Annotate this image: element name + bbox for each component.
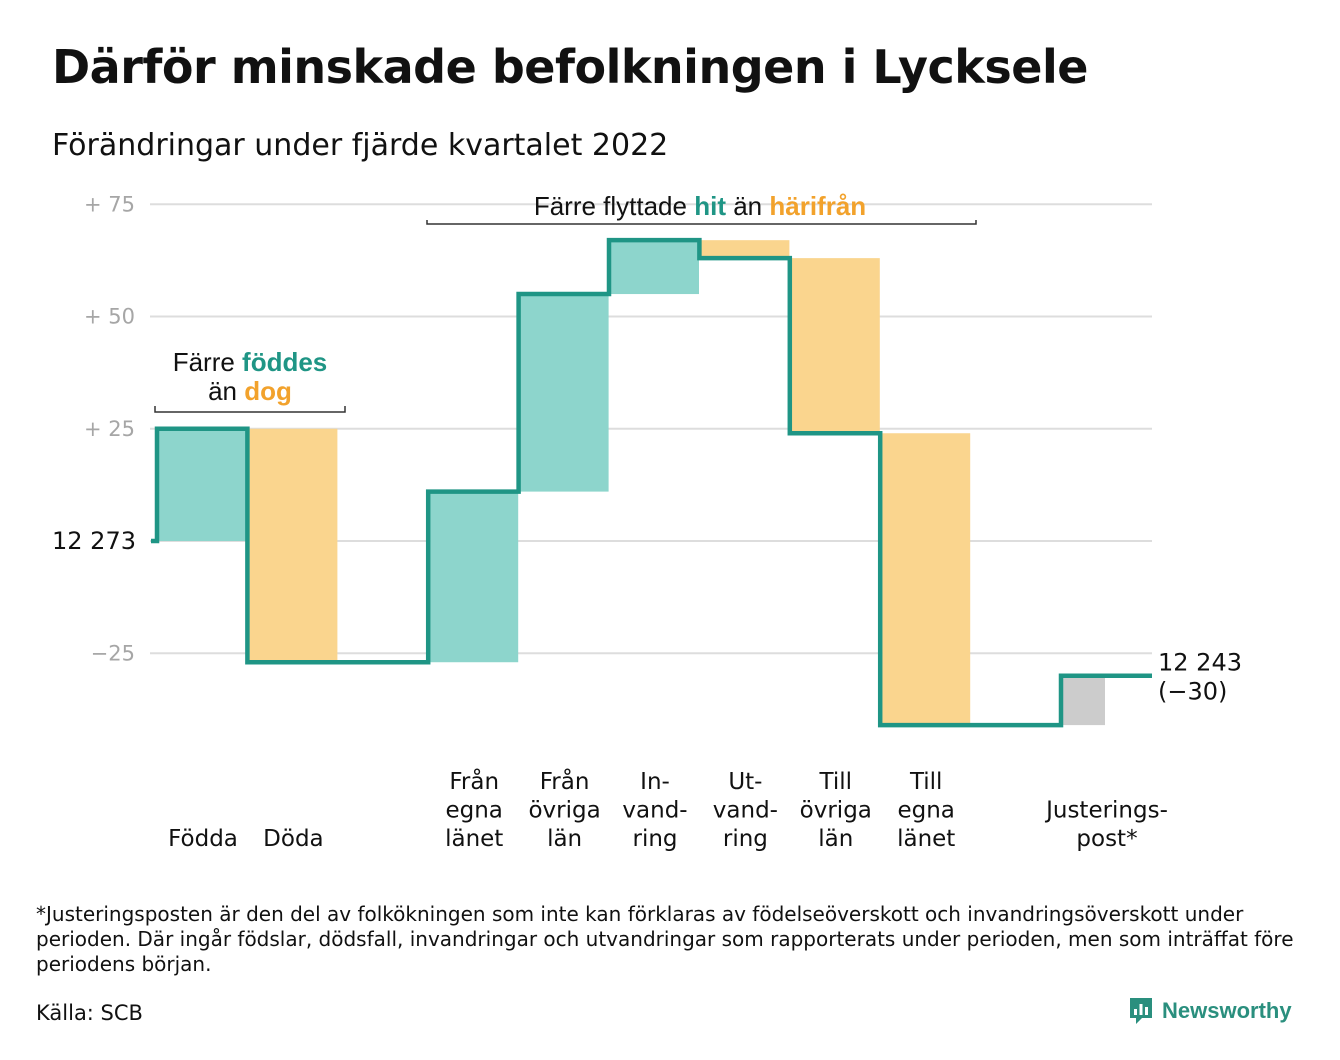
- category-label: In-: [640, 769, 670, 795]
- category-label: län: [818, 826, 853, 852]
- category-label: Från: [540, 767, 590, 795]
- category-label: övriga: [528, 798, 600, 824]
- waterfall-bar: [701, 240, 790, 259]
- category-label: egna: [445, 798, 502, 824]
- y-tick-label: + 50: [84, 305, 135, 329]
- waterfall-bar: [1063, 675, 1105, 726]
- category-label: ring: [723, 826, 768, 852]
- category-label: vand-: [622, 798, 687, 824]
- annotation-moves: Färre flyttade hit än härifrån: [534, 191, 866, 221]
- category-label: Till: [819, 769, 853, 795]
- category-label: länet: [445, 826, 503, 852]
- category-label: län: [547, 826, 582, 852]
- category-label: Justerings-: [1044, 798, 1168, 824]
- end-value-label: 12 243: [1158, 649, 1242, 677]
- annotation-births-line1: Färre föddes: [173, 347, 328, 377]
- waterfall-bar: [882, 433, 971, 726]
- waterfall-bar: [520, 294, 609, 492]
- annotation-births-line2: än dog: [208, 376, 292, 406]
- waterfall-bar: [611, 240, 699, 295]
- y-tick-label: + 25: [84, 417, 135, 441]
- y-tick-label: −25: [91, 641, 135, 665]
- end-change-label: (−30): [1158, 678, 1227, 706]
- chart-subtitle: Förändringar under fjärde kvartalet 2022: [52, 128, 669, 163]
- category-label: övriga: [800, 798, 872, 824]
- category-label: Födda: [168, 826, 238, 852]
- category-label: egna: [897, 798, 954, 824]
- waterfall-bar: [249, 428, 338, 663]
- y-tick-label: + 75: [84, 192, 135, 216]
- step-line-layer: [151, 237, 1152, 728]
- category-label: Från: [449, 767, 499, 795]
- category-label: vand-: [713, 798, 778, 824]
- brand-name: Newsworthy: [1162, 998, 1292, 1023]
- category-label: Ut-: [728, 769, 762, 795]
- bar-layer: [159, 240, 1105, 726]
- footnote: *Justeringsposten är den del av folkökni…: [36, 902, 1294, 976]
- category-label: ring: [632, 826, 677, 852]
- step-line: [151, 237, 1152, 728]
- annotation-births-bracket: [154, 406, 346, 413]
- category-label: Döda: [263, 826, 323, 852]
- brand-logo: Newsworthy: [1128, 996, 1292, 1026]
- start-value-label: 12 273: [52, 527, 136, 555]
- source-note: Källa: SCB: [36, 1001, 143, 1025]
- chart-title: Därför minskade befolkningen i Lycksele: [52, 40, 1088, 94]
- category-label: länet: [897, 826, 955, 852]
- bar-chart-speech-icon: [1130, 998, 1152, 1024]
- waterfall-bar: [791, 258, 880, 434]
- waterfall-bar: [159, 428, 247, 541]
- annotation-moves-bracket: [426, 220, 977, 225]
- category-label: Till: [909, 769, 943, 795]
- waterfall-bar: [430, 491, 519, 663]
- category-label: post*: [1076, 826, 1137, 852]
